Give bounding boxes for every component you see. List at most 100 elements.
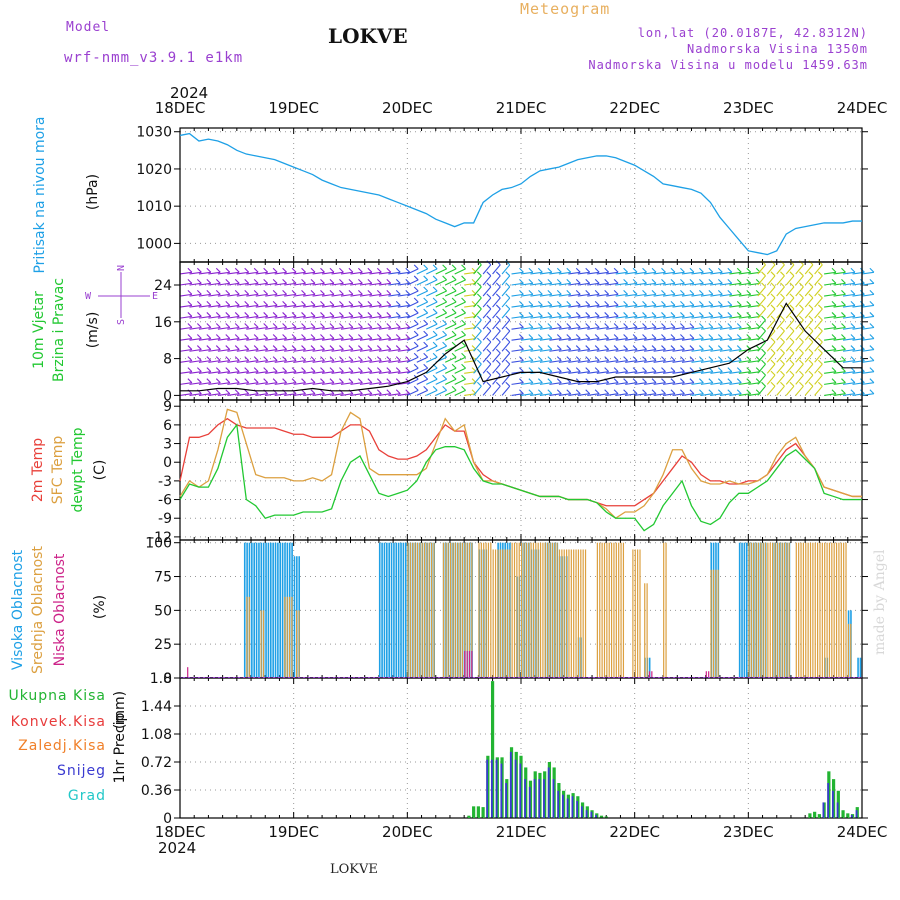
wind-barb-flag — [376, 278, 382, 284]
wind-barb — [265, 304, 278, 308]
wind-barb-flag — [651, 289, 657, 295]
wind-barb — [700, 271, 713, 275]
wind-barb — [274, 382, 287, 385]
wind-barb — [672, 349, 685, 352]
wind-barb — [653, 315, 666, 319]
wind-barb — [861, 293, 874, 297]
wind-barb — [236, 382, 249, 385]
wind-barb — [359, 371, 372, 374]
wind-barb — [236, 315, 249, 319]
wind-barb-flag — [537, 312, 543, 317]
wind-barb — [359, 304, 372, 308]
wind-barb — [587, 271, 600, 275]
wind-barb — [577, 326, 590, 330]
wind-barb-flag — [623, 267, 628, 273]
wind-barb — [568, 304, 581, 308]
wind-barb-flag — [244, 312, 250, 317]
wind-barb-flag — [263, 312, 269, 317]
ylabel-cloud-unit: (%) — [92, 595, 108, 619]
wind-barb — [814, 264, 823, 275]
wind-barb-flag — [746, 334, 752, 339]
wind-barb-flag — [253, 301, 259, 306]
wind-barb — [236, 293, 249, 297]
wind-barb — [833, 337, 846, 341]
wind-barb-flag — [780, 260, 785, 266]
wind-barb — [293, 315, 306, 319]
wind-barb-flag — [395, 345, 401, 350]
y-tick-label: -12 — [149, 530, 172, 546]
wind-barb-flag — [604, 345, 610, 350]
wind-barb — [691, 282, 704, 286]
wind-barb-flag — [215, 356, 221, 361]
wind-barb-flag — [301, 278, 306, 284]
wind-barb-flag — [263, 367, 269, 373]
wind-barb — [501, 264, 511, 275]
wind-barb-flag — [495, 282, 501, 288]
wind-barb-flag — [831, 367, 837, 373]
wind-barb — [653, 393, 666, 396]
wind-barb — [236, 360, 249, 363]
wind-barb — [492, 319, 501, 330]
wind-barb — [454, 323, 466, 330]
wind-barb-flag — [367, 378, 373, 384]
mid-cloud-bar — [786, 542, 788, 678]
wind-barb — [426, 345, 438, 352]
wind-barb — [700, 304, 713, 308]
wind-barb-flag — [556, 301, 562, 306]
wind-barb — [217, 293, 230, 297]
mid-cloud-bar — [284, 596, 286, 678]
wind-barb — [274, 349, 287, 352]
mid-cloud-bar — [494, 549, 497, 678]
wind-barb-flag — [789, 326, 795, 332]
wind-barb-flag — [187, 334, 193, 339]
wind-barb — [719, 393, 732, 396]
wind-barb-flag — [651, 267, 657, 273]
wind-barb — [284, 360, 297, 363]
wind-barb-flag — [537, 356, 543, 361]
wind-barb-flag — [623, 389, 628, 395]
wind-barb-flag — [234, 378, 240, 384]
mid-cloud-bar — [568, 549, 570, 678]
wind-barb-flag — [566, 312, 572, 317]
year-top: 2024 — [170, 84, 209, 102]
wind-barb — [274, 271, 287, 275]
wind-barb — [710, 337, 723, 341]
wind-barb — [426, 290, 438, 297]
wind-barb-flag — [505, 304, 511, 310]
wind-barb-flag — [831, 334, 837, 339]
wind-barb — [454, 367, 466, 374]
wind-barb — [274, 393, 287, 396]
wind-barb — [340, 349, 353, 352]
wind-barb-flag — [301, 345, 306, 350]
wind-barb — [511, 349, 524, 352]
wind-barb — [861, 349, 874, 352]
wind-barb-flag — [206, 267, 212, 273]
wind-barb — [691, 382, 704, 385]
wind-barb-flag — [301, 289, 306, 295]
mid-cloud-bar — [497, 549, 499, 678]
wind-barb — [757, 286, 766, 297]
mid-cloud-bar — [525, 542, 527, 678]
wind-barb — [596, 382, 609, 385]
precip-total-bar — [472, 806, 476, 818]
wind-barb-flag — [808, 359, 814, 365]
wind-barb-flag — [689, 301, 695, 306]
high-cloud-bar — [262, 542, 265, 678]
wind-barb — [492, 264, 501, 275]
wind-barb-flag — [727, 334, 733, 339]
wind-barb — [738, 293, 751, 297]
wind-barb-flag — [461, 330, 466, 336]
wind-barb — [274, 304, 287, 308]
wind-barb-flag — [670, 378, 676, 384]
wind-barb-flag — [585, 367, 591, 373]
wind-barb-flag — [329, 378, 335, 384]
wind-barb — [378, 326, 391, 330]
wind-barb-flag — [831, 301, 837, 306]
wind-barb — [776, 297, 785, 308]
wind-barb — [236, 349, 249, 352]
wind-barb-flag — [395, 334, 401, 339]
wind-barb — [227, 349, 240, 352]
wind-barb-flag — [556, 356, 562, 361]
wind-barb — [378, 304, 391, 308]
precip-snow-bar — [576, 800, 579, 818]
